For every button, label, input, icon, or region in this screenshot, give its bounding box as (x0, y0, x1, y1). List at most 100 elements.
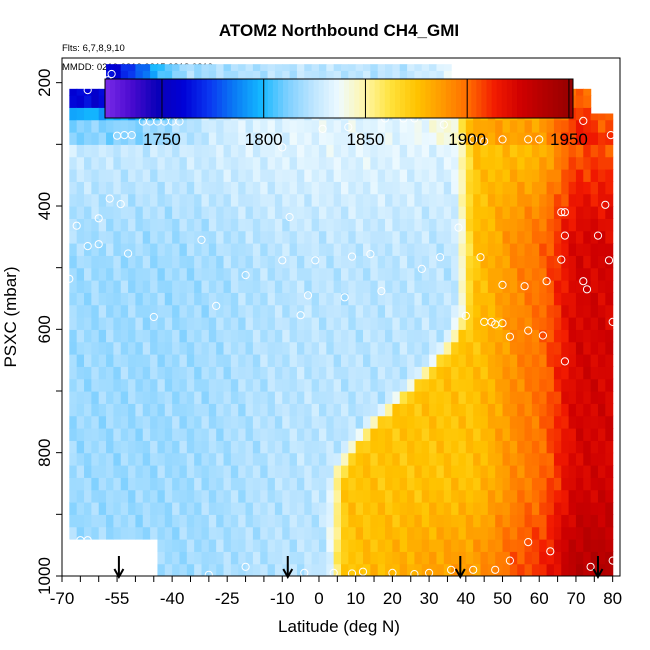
heatmap-cell (304, 489, 313, 503)
y-tick-label: 800 (35, 439, 54, 467)
heatmap-cell (487, 193, 496, 207)
heatmap-cell (355, 144, 364, 158)
heatmap-cell (252, 526, 261, 540)
heatmap-cell (326, 477, 335, 491)
heatmap-cell (575, 391, 584, 404)
heatmap-cell (150, 119, 159, 133)
heatmap-cell (546, 193, 555, 207)
heatmap-cell (296, 366, 305, 380)
heatmap-cell (341, 428, 349, 441)
heatmap-cell (451, 230, 460, 244)
heatmap-cell (465, 465, 474, 478)
heatmap-cell (98, 329, 107, 343)
colorbar-cell (130, 79, 137, 118)
heatmap-cell (150, 156, 159, 170)
heatmap-cell (414, 218, 423, 232)
heatmap-cell (443, 403, 452, 417)
heatmap-cell (282, 119, 291, 133)
heatmap-cell (539, 452, 548, 466)
heatmap-cell (289, 378, 298, 392)
heatmap-cell (480, 477, 489, 491)
heatmap-cell (186, 230, 195, 244)
heatmap-cell (311, 119, 320, 133)
heatmap-cell (245, 132, 254, 145)
heatmap-cell (348, 169, 357, 182)
heatmap-cell (370, 304, 379, 318)
heatmap-cell (583, 95, 592, 108)
heatmap-cell (421, 563, 430, 576)
heatmap-cell (539, 354, 548, 367)
heatmap-cell (208, 489, 217, 503)
heatmap-cell (421, 255, 430, 269)
x-tick-label: 80 (603, 589, 622, 608)
heatmap-cell (113, 267, 122, 281)
observation-point (204, 570, 213, 576)
heatmap-cell (583, 88, 592, 96)
heatmap-cell (91, 452, 100, 466)
colorbar-cell (461, 79, 467, 118)
heatmap-cell (414, 477, 423, 491)
heatmap-cell (164, 415, 173, 429)
heatmap-cell (208, 465, 217, 478)
heatmap-cell (553, 329, 562, 343)
heatmap-cell (179, 526, 188, 540)
heatmap-cell (414, 243, 423, 256)
heatmap-cell (142, 181, 151, 195)
heatmap-cell (311, 181, 320, 195)
y-tick-label: 200 (35, 69, 54, 97)
heatmap-cell (150, 304, 159, 318)
heatmap-cell (590, 452, 599, 466)
heatmap-cell (568, 132, 577, 145)
heatmap-cell (223, 465, 232, 478)
heatmap-cell (561, 514, 570, 528)
heatmap-cell (157, 132, 166, 145)
heatmap-cell (399, 403, 408, 417)
heatmap-cell (377, 551, 386, 565)
heatmap-cell (84, 477, 92, 491)
heatmap-cell (480, 181, 489, 195)
heatmap-cell (355, 218, 364, 232)
heatmap-cell (216, 243, 225, 256)
heatmap-cell (465, 378, 474, 392)
heatmap-cell (179, 218, 188, 232)
heatmap-cell (443, 193, 452, 207)
heatmap-cell (392, 415, 401, 429)
heatmap-cell (98, 88, 107, 96)
heatmap-cell (260, 267, 269, 281)
heatmap-cell (355, 193, 364, 207)
heatmap-cell (69, 144, 78, 158)
heatmap-cell (605, 113, 614, 121)
heatmap-cell (509, 304, 518, 318)
heatmap-cell (142, 415, 151, 429)
heatmap-cell (414, 526, 423, 540)
observation-point (520, 282, 529, 291)
heatmap-cell (414, 267, 423, 281)
heatmap-cell (487, 539, 496, 552)
observation-point (608, 556, 617, 565)
heatmap-cell (458, 489, 467, 503)
heatmap-cell (186, 354, 195, 367)
heatmap-cell (502, 526, 511, 540)
heatmap-cell (304, 403, 313, 417)
heatmap-cell (69, 489, 78, 503)
heatmap-cell (568, 341, 577, 355)
heatmap-cell (333, 341, 342, 355)
heatmap-cell (69, 206, 78, 219)
heatmap-cell (392, 477, 401, 491)
colorbar-cell (405, 79, 411, 118)
heatmap-cell (230, 64, 239, 71)
heatmap-cell (238, 156, 247, 170)
heatmap-cell (245, 415, 254, 429)
heatmap-cell (76, 526, 85, 540)
heatmap-cell (142, 452, 151, 466)
heatmap-cell (252, 329, 261, 343)
heatmap-cell (355, 317, 364, 330)
heatmap-cell (355, 243, 364, 256)
heatmap-cell (98, 243, 107, 256)
heatmap-cell (157, 169, 166, 182)
heatmap-cell (451, 243, 460, 256)
heatmap-cell (385, 70, 393, 84)
heatmap-cell (106, 317, 114, 330)
heatmap-cell (502, 354, 511, 367)
colorbar-cell (115, 79, 121, 118)
